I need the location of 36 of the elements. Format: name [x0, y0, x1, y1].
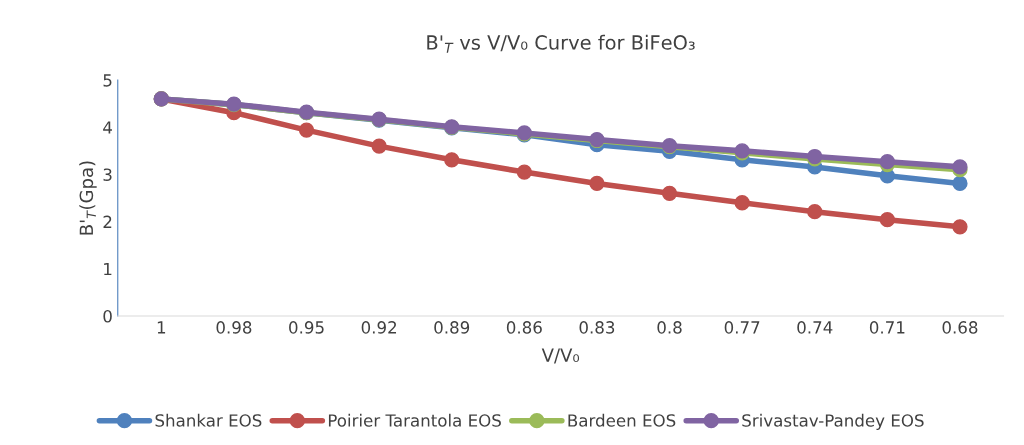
x-tick-label: 0.8	[657, 321, 682, 334]
x-tick-label: 0.77	[724, 321, 760, 334]
x-tick-label: 0.95	[289, 321, 324, 334]
y-tick-label: 5	[103, 74, 112, 87]
point	[952, 219, 968, 235]
legend-label: Srivastav-Pandey EOS	[742, 413, 924, 430]
y-tick-label: 1	[104, 262, 112, 276]
point	[807, 204, 823, 220]
point	[516, 164, 532, 180]
x-tick-label: 0.92	[361, 321, 397, 334]
x-tick-label: 0.86	[506, 321, 542, 334]
y-tick-label: 2	[103, 215, 112, 228]
x-tick-label: 0.68	[942, 321, 978, 334]
y-axis-title: B'$_{T}$(Gpa)	[79, 161, 97, 235]
point	[589, 175, 605, 192]
x-tick-label: 0.83	[579, 321, 615, 334]
y-tick-label: 0	[103, 309, 112, 323]
legend-label: Poirier Tarantola EOS	[328, 413, 501, 427]
point	[444, 152, 460, 168]
point	[298, 122, 315, 138]
point	[952, 175, 968, 192]
point	[734, 195, 750, 211]
legend-label: Shankar EOS	[155, 413, 262, 427]
x-axis-title: V/V₀	[541, 348, 580, 364]
x-tick-label: 0.71	[869, 321, 905, 334]
chart-title: B'$_{T}$ vs V/V₀ Curve for BiFeO₃	[427, 34, 695, 53]
legend-label: Bardeen EOS	[568, 413, 676, 427]
point	[879, 212, 895, 228]
point	[661, 185, 678, 201]
point	[371, 138, 387, 154]
x-tick-label: 0.89	[434, 321, 470, 334]
y-tick-label: 4	[103, 121, 112, 134]
x-tick-label: 1	[157, 321, 166, 334]
x-tick-label: 0.98	[216, 321, 252, 334]
x-tick-label: 0.74	[797, 321, 833, 334]
y-tick-label: 3	[103, 168, 112, 182]
